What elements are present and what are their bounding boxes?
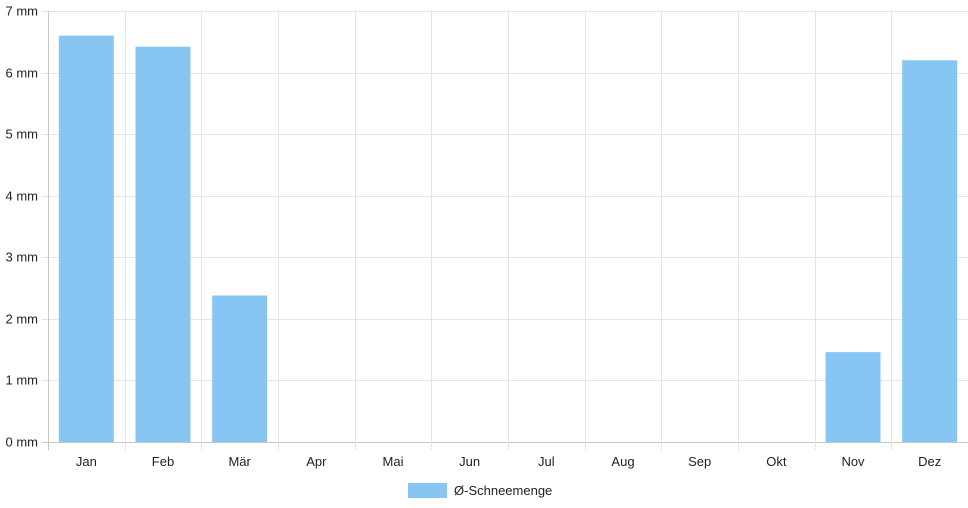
grid-lines: [42, 11, 968, 450]
x-tick-label: Mär: [228, 454, 251, 469]
bar-Feb[interactable]: [135, 46, 191, 443]
y-tick-label: 5 mm: [6, 127, 39, 142]
x-tick-label: Nov: [841, 454, 865, 469]
x-tick-label: Apr: [306, 454, 327, 469]
bar-Dez[interactable]: [902, 60, 958, 442]
legend-label: Ø-Schneemenge: [454, 483, 552, 498]
y-tick-label: 2 mm: [6, 312, 39, 327]
y-tick-label: 4 mm: [6, 189, 39, 204]
x-tick-label: Jan: [76, 454, 97, 469]
x-tick-label: Aug: [611, 454, 634, 469]
bars: [58, 35, 958, 443]
y-tick-labels: 0 mm 1 mm 2 mm 3 mm 4 mm 5 mm 6 mm 7 mm: [6, 4, 39, 450]
legend[interactable]: Ø-Schneemenge: [408, 483, 552, 498]
y-tick-label: 6 mm: [6, 66, 39, 81]
bar-Nov[interactable]: [825, 352, 881, 442]
x-tick-label: Okt: [766, 454, 787, 469]
x-tick-label: Sep: [688, 454, 711, 469]
bar-Jan[interactable]: [58, 35, 114, 442]
y-tick-label: 3 mm: [6, 250, 39, 265]
y-tick-label: 0 mm: [6, 435, 39, 450]
x-tick-labels: Jan Feb Mär Apr Mai Jun Jul Aug Sep Okt Nov Dez: [76, 454, 941, 469]
y-tick-label: 7 mm: [6, 4, 39, 19]
bar-Mär[interactable]: [212, 295, 268, 442]
x-tick-label: Jun: [459, 454, 480, 469]
legend-swatch: [408, 483, 447, 498]
y-tick-label: 1 mm: [6, 373, 39, 388]
x-tick-label: Feb: [152, 454, 174, 469]
x-tick-label: Mai: [383, 454, 404, 469]
x-tick-label: Jul: [538, 454, 555, 469]
x-tick-label: Dez: [918, 454, 941, 469]
